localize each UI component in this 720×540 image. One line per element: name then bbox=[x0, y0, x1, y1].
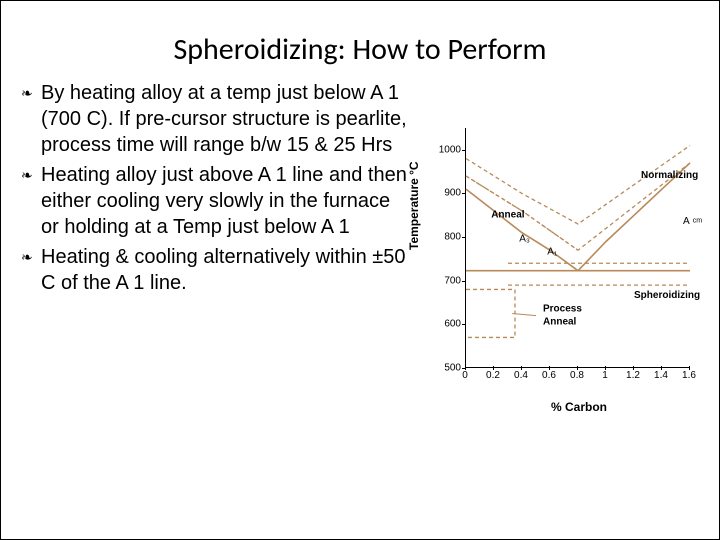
x-tick-label: 1.2 bbox=[626, 370, 640, 381]
x-tick-label: 1.4 bbox=[654, 370, 668, 381]
x-tick-label: 0.4 bbox=[514, 370, 528, 381]
svg-text:A: A bbox=[683, 216, 690, 227]
y-tick-label: 700 bbox=[435, 275, 461, 286]
y-tick-label: 800 bbox=[435, 232, 461, 243]
svg-text:cm: cm bbox=[693, 217, 703, 224]
svg-text:Spheroidizing: Spheroidizing bbox=[634, 290, 700, 301]
page-title: Spheroidizing: How to Perform bbox=[1, 1, 719, 80]
plot-area: NormalizingAnnealA₃A₁AcmSpheroidizingPro… bbox=[465, 128, 689, 368]
bullet-icon: ❧ bbox=[19, 162, 41, 188]
x-tick-label: 0.6 bbox=[542, 370, 556, 381]
phase-diagram: Temperature °C % Carbon NormalizingAnnea… bbox=[421, 120, 701, 410]
y-tick-label: 500 bbox=[435, 363, 461, 374]
y-tick-label: 900 bbox=[435, 188, 461, 199]
bullet-icon: ❧ bbox=[19, 244, 41, 270]
list-item: ❧ By heating alloy at a temp just below … bbox=[19, 80, 413, 158]
list-item: ❧ Heating & cooling alternatively within… bbox=[19, 244, 413, 296]
svg-text:Process: Process bbox=[543, 303, 582, 314]
list-item: ❧ Heating alloy just above A 1 line and … bbox=[19, 162, 413, 240]
svg-text:A₃: A₃ bbox=[519, 233, 530, 244]
bullet-text: By heating alloy at a temp just below A … bbox=[41, 80, 413, 158]
x-axis-label: % Carbon bbox=[551, 400, 607, 414]
svg-text:Anneal: Anneal bbox=[491, 209, 525, 220]
x-tick-label: 1 bbox=[602, 370, 608, 381]
svg-text:A₁: A₁ bbox=[547, 247, 558, 258]
bullet-text: Heating & cooling alternatively within ±… bbox=[41, 244, 413, 296]
chart-column: Temperature °C % Carbon NormalizingAnnea… bbox=[421, 80, 701, 410]
y-tick-label: 1000 bbox=[435, 144, 461, 155]
content-area: ❧ By heating alloy at a temp just below … bbox=[1, 80, 719, 410]
x-tick-label: 0 bbox=[462, 370, 468, 381]
svg-text:Anneal: Anneal bbox=[543, 316, 577, 327]
y-axis-label: Temperature °C bbox=[407, 161, 421, 250]
x-tick-label: 0.8 bbox=[570, 370, 584, 381]
svg-text:Normalizing: Normalizing bbox=[641, 170, 698, 181]
bullet-list: ❧ By heating alloy at a temp just below … bbox=[19, 80, 421, 410]
bullet-text: Heating alloy just above A 1 line and th… bbox=[41, 162, 413, 240]
y-tick-label: 600 bbox=[435, 319, 461, 330]
x-tick-label: 1.6 bbox=[682, 370, 696, 381]
bullet-icon: ❧ bbox=[19, 80, 41, 106]
x-tick-label: 0.2 bbox=[486, 370, 500, 381]
